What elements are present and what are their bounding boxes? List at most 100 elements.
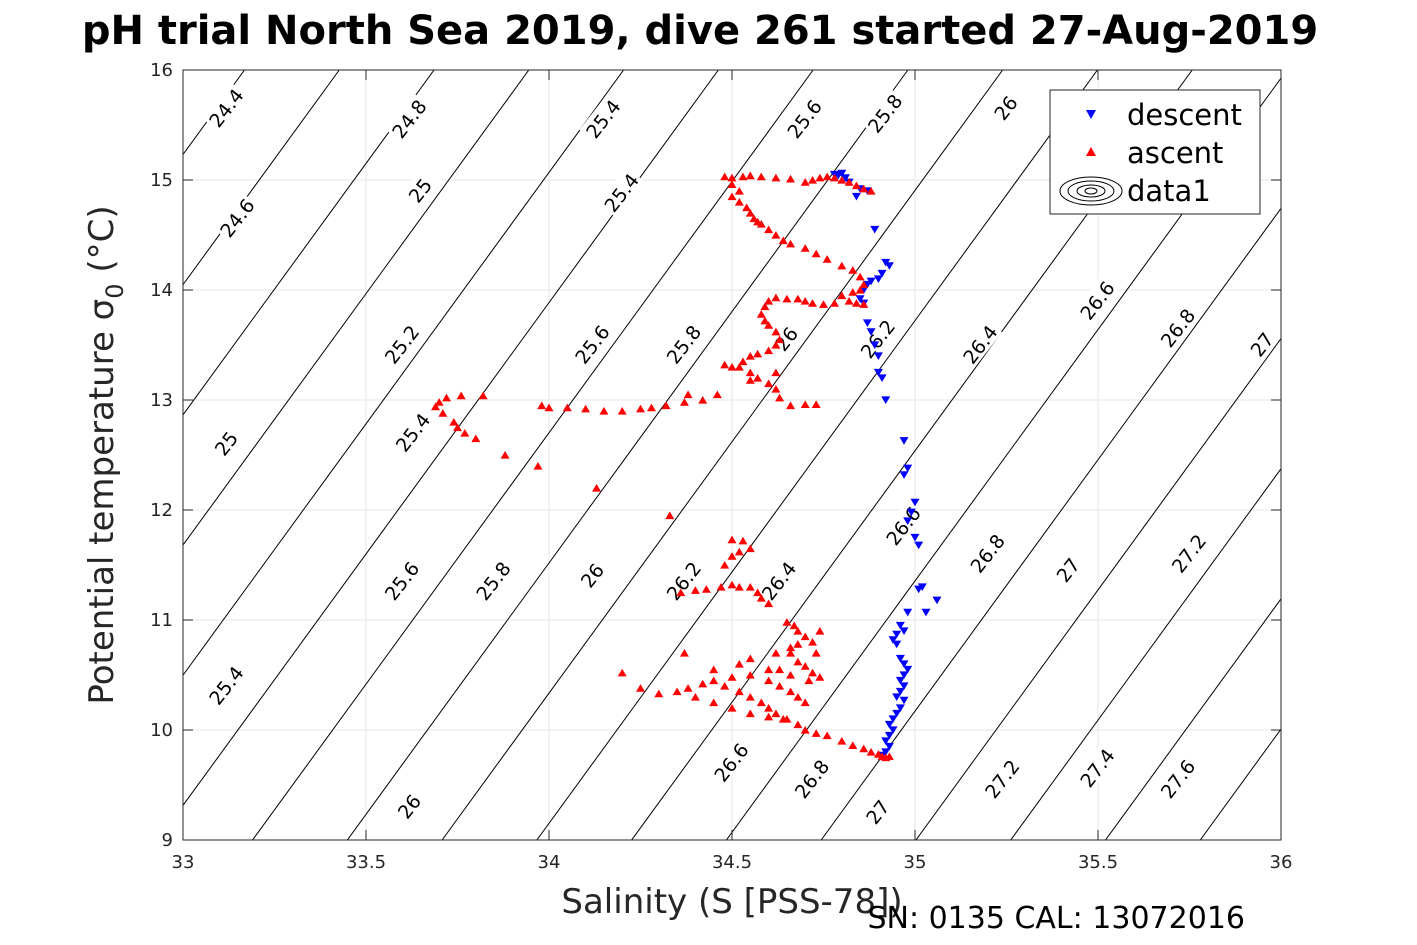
y-tick-label: 12 [150,500,173,521]
ascent-point [800,725,810,734]
ascent-point [734,659,744,668]
contour-label-bg [1073,742,1120,793]
x-tick-label: 35.5 [1078,852,1118,873]
legend-data1-label: data1 [1127,174,1211,208]
descent-series [829,169,942,760]
ascent-point [727,192,737,201]
ascent-point [720,560,730,569]
descent-point [884,720,894,729]
y-axis-label: Potential temperature σ0 (°C) [82,205,129,704]
ascent-point [727,173,737,182]
ascent-point [771,173,781,182]
ascent-point [859,300,869,308]
ascent-point [676,588,686,597]
contour-label-bg [385,780,432,831]
ascent-point [764,703,774,712]
ascent-point [848,288,858,296]
ascent-point [855,285,865,294]
contour-label-bg [982,82,1028,133]
ascent-point [756,698,766,707]
ascent-point [745,582,755,591]
contour-label-bg [956,318,1003,369]
descent-point [903,517,913,526]
descent-point [840,174,850,182]
ascent-point [764,225,774,234]
x-tick-label: 33 [172,852,195,873]
ascent-point [855,272,865,281]
ascent-point [654,689,664,698]
contour-label-bg [660,555,706,606]
ascent-point [811,648,821,657]
ascent-point [815,626,825,635]
descent-point [903,665,913,674]
y-tick-label: 15 [150,170,173,191]
descent-point [833,172,843,180]
isopycnal-line [183,70,624,677]
ascent-point [727,535,737,544]
ascent-point [848,266,858,274]
descent-point [906,508,916,517]
descent-point [899,696,909,705]
ascent-point [745,171,755,180]
ascent-point [764,321,774,329]
ascent-point [753,349,763,358]
ascent-point [665,511,675,520]
ascent-point [460,428,470,437]
ascent-point [734,186,744,195]
ascent-point [837,736,847,745]
ascent-point [859,744,869,753]
legend-descent-label: descent [1127,98,1242,132]
descent-point [932,596,942,605]
ascent-point [562,403,572,412]
descent-point [899,671,909,680]
ascent-point [859,184,869,193]
ascent-point [800,632,810,641]
ascent-point [646,403,656,412]
ascent-point [811,249,821,258]
ascent-point [753,373,763,382]
ascent-point [819,300,828,308]
ascent-point [786,401,796,410]
descent-point [892,640,902,649]
descent-point [888,715,898,724]
contour-label-bg [597,167,644,217]
contour-label-bg [755,555,801,606]
descent-point [895,704,905,713]
ascent-point [851,299,861,307]
descent-point [895,654,905,663]
ascent-point [698,395,708,404]
ascent-point [859,280,869,289]
ascent-point [537,401,547,410]
legend-ascent-marker [1086,147,1096,156]
legend-contour-icon [1059,176,1123,206]
descent-point [917,583,927,592]
descent-point [859,286,869,295]
ascent-point [745,654,755,663]
ascent-point [800,400,810,408]
y-tick-label: 10 [150,720,173,741]
ascent-point [760,302,770,311]
ascent-point [734,582,744,591]
descent-point [870,341,880,350]
legend: descent ascent data1 [1049,89,1261,215]
contour-label-bg [568,549,615,600]
isopycnal-line [346,70,909,840]
legend-box [1049,89,1261,215]
ascent-point [734,687,744,696]
isopycnal-line [183,70,530,546]
ascent-point [434,398,444,406]
y-tick-label: 14 [150,280,173,301]
descent-point [892,630,902,639]
descent-point [892,693,902,702]
contour-label-bg [469,555,516,606]
ascent-point [786,643,796,652]
descent-point [903,608,913,617]
legend-descent-marker [1086,110,1096,119]
contour-label-bg [1044,544,1090,595]
contour-label-bg [385,93,432,144]
contour-label-bg [378,318,424,369]
ascent-point [617,406,627,415]
ascent-point [764,599,774,608]
ascent-point [786,670,796,679]
x-tick-label: 34 [538,852,561,873]
